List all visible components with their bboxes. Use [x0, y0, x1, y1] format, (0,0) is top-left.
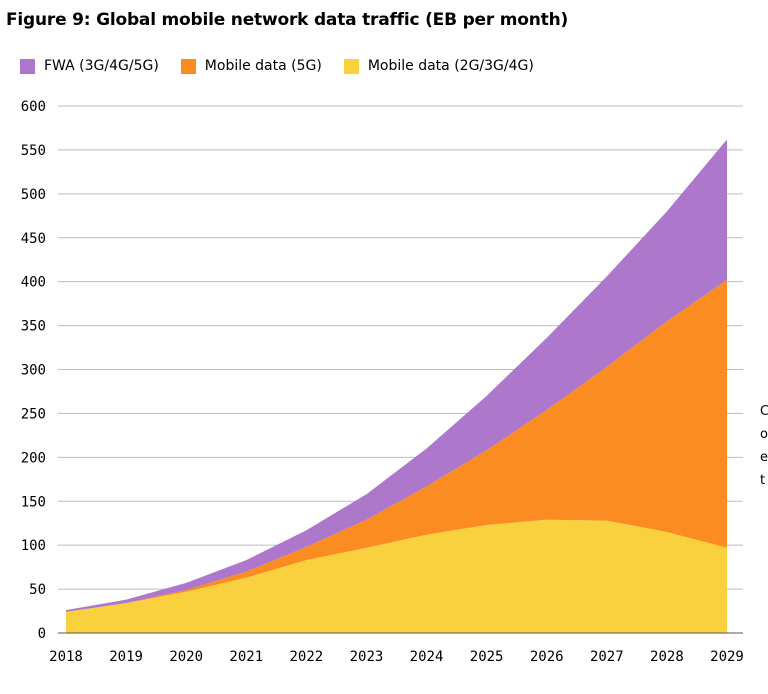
- y-tick-label: 400: [21, 275, 46, 291]
- area-series-0: [66, 519, 727, 633]
- y-tick-label: 500: [21, 187, 46, 203]
- y-tick-label: 150: [21, 494, 46, 510]
- edge-char: e: [760, 450, 768, 465]
- y-tick-label: 550: [21, 143, 46, 159]
- y-tick-label: 0: [38, 626, 46, 642]
- x-tick-label: 2021: [229, 649, 263, 665]
- legend-label-fwa: FWA (3G/4G/5G): [44, 58, 159, 74]
- x-tick-label: 2024: [410, 649, 444, 665]
- chart-legend: FWA (3G/4G/5G) Mobile data (5G) Mobile d…: [20, 58, 556, 74]
- y-tick-label: 200: [21, 450, 46, 466]
- x-tick-label: 2023: [350, 649, 384, 665]
- x-tick-label: 2025: [470, 649, 504, 665]
- y-tick-label: 350: [21, 319, 46, 335]
- edge-text-clipped: C o e t: [760, 400, 768, 492]
- legend-swatch-5g: [180, 58, 196, 74]
- y-tick-label: 300: [21, 363, 46, 379]
- x-tick-label: 2028: [650, 649, 684, 665]
- y-tick-label: 450: [21, 231, 46, 247]
- y-tick-label: 50: [29, 582, 46, 598]
- edge-char: t: [760, 473, 766, 488]
- y-tick-label: 600: [21, 99, 46, 115]
- y-tick-label: 250: [21, 406, 46, 422]
- legend-label-legacy: Mobile data (2G/3G/4G): [367, 58, 534, 74]
- x-tick-label: 2019: [109, 649, 143, 665]
- x-tick-label: 2029: [710, 649, 744, 665]
- legend-swatch-legacy: [343, 58, 359, 74]
- area-series-1: [66, 279, 727, 612]
- legend-item-legacy: Mobile data (2G/3G/4G): [343, 58, 534, 74]
- x-tick-label: 2022: [290, 649, 324, 665]
- x-tick-label: 2018: [49, 649, 83, 665]
- x-tick-label: 2020: [169, 649, 203, 665]
- chart-title: Figure 9: Global mobile network data tra…: [6, 10, 569, 30]
- edge-char: C: [760, 404, 768, 419]
- legend-item-fwa: FWA (3G/4G/5G): [20, 58, 159, 74]
- x-tick-label: 2027: [590, 649, 624, 665]
- edge-char: o: [760, 427, 768, 442]
- y-tick-label: 100: [21, 538, 46, 554]
- legend-label-5g: Mobile data (5G): [204, 58, 322, 74]
- legend-item-5g: Mobile data (5G): [180, 58, 322, 74]
- x-tick-label: 2026: [530, 649, 564, 665]
- legend-swatch-fwa: [20, 58, 35, 74]
